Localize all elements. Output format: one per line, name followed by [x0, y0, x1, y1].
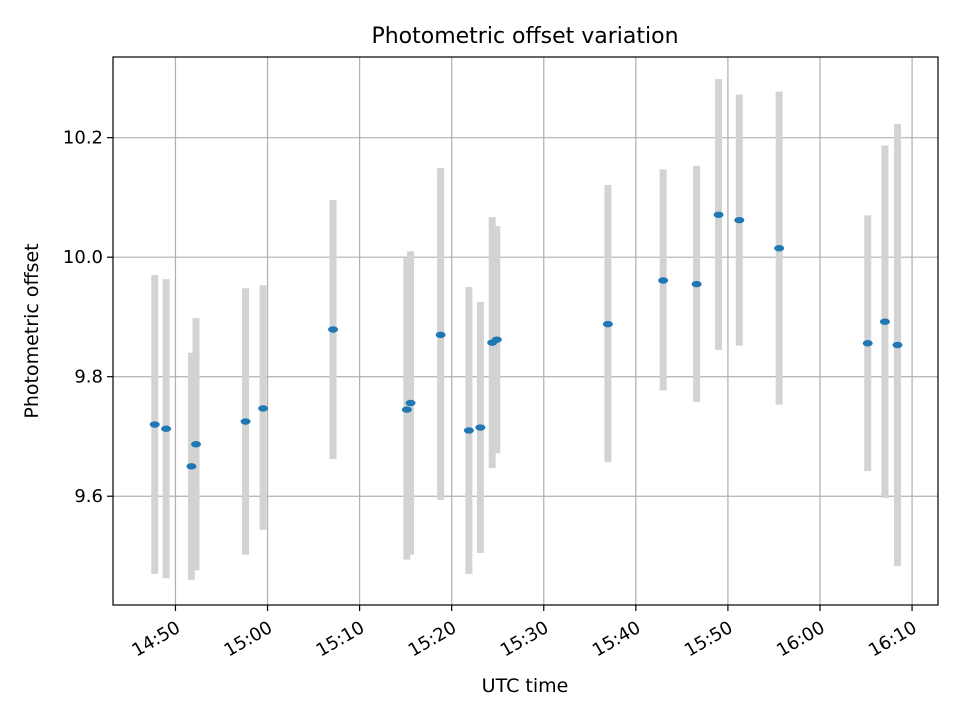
data-point — [186, 463, 197, 470]
y-tick-label: 10.2 — [63, 128, 103, 149]
y-tick-label: 9.6 — [74, 486, 103, 507]
data-point — [774, 245, 785, 252]
data-point — [149, 421, 160, 428]
chart-title: Photometric offset variation — [371, 24, 678, 49]
data-point — [401, 406, 412, 413]
data-point — [161, 425, 172, 432]
data-point — [463, 427, 474, 434]
data-point — [475, 424, 486, 431]
marker-layer — [149, 211, 903, 470]
data-point — [862, 340, 873, 347]
data-point — [191, 441, 202, 448]
data-point — [435, 331, 446, 339]
data-point — [879, 318, 890, 325]
data-point — [328, 326, 339, 333]
y-axis-label: Photometric offset — [21, 243, 43, 418]
data-point — [658, 277, 669, 284]
grid-layer — [113, 57, 938, 605]
data-point — [405, 399, 416, 407]
data-point — [691, 280, 702, 288]
data-point — [602, 320, 613, 328]
data-point — [713, 211, 724, 218]
data-point — [734, 216, 745, 224]
data-point — [892, 341, 903, 349]
y-tick-label: 9.8 — [74, 367, 103, 388]
plot-frame — [112, 56, 939, 606]
data-point — [258, 405, 269, 412]
x-axis-label: UTC time — [482, 675, 569, 697]
data-point — [240, 418, 251, 425]
y-tick-label: 10.0 — [63, 247, 103, 268]
data-point — [491, 336, 502, 343]
